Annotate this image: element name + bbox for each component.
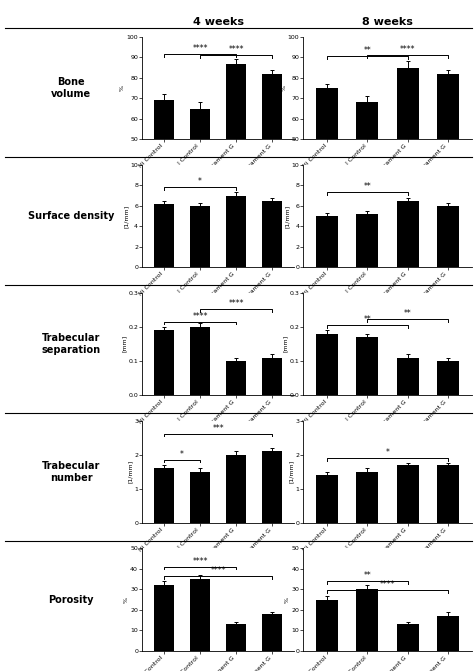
Text: 8 weeks: 8 weeks bbox=[362, 17, 413, 27]
Y-axis label: [1/mm]: [1/mm] bbox=[285, 205, 290, 227]
Bar bbox=[226, 195, 246, 267]
Bar bbox=[356, 472, 378, 523]
Bar bbox=[262, 614, 282, 651]
Bar bbox=[190, 327, 210, 395]
Text: Bone
volume: Bone volume bbox=[51, 77, 91, 99]
Y-axis label: [1/mm]: [1/mm] bbox=[128, 460, 133, 483]
Bar bbox=[190, 206, 210, 267]
Bar bbox=[262, 74, 282, 242]
Text: ****: **** bbox=[210, 566, 226, 575]
Bar bbox=[437, 616, 459, 651]
Text: **: ** bbox=[364, 315, 371, 324]
Text: ****: **** bbox=[380, 580, 395, 589]
Text: ****: **** bbox=[192, 311, 208, 321]
Y-axis label: [mm]: [mm] bbox=[122, 336, 127, 352]
Text: **: ** bbox=[364, 183, 371, 191]
Y-axis label: %: % bbox=[124, 597, 129, 603]
Bar bbox=[316, 600, 338, 651]
Y-axis label: %: % bbox=[285, 597, 290, 603]
Bar bbox=[437, 361, 459, 395]
Bar bbox=[356, 214, 378, 267]
Bar bbox=[154, 101, 174, 242]
Y-axis label: [1/mm]: [1/mm] bbox=[124, 205, 129, 227]
Text: *: * bbox=[198, 177, 202, 187]
Text: Surface density: Surface density bbox=[28, 211, 114, 221]
Bar bbox=[437, 206, 459, 267]
Bar bbox=[356, 103, 378, 242]
Text: *: * bbox=[385, 448, 390, 457]
Text: ****: **** bbox=[228, 299, 244, 308]
Bar bbox=[356, 337, 378, 395]
Text: ****: **** bbox=[228, 46, 244, 54]
Bar bbox=[356, 589, 378, 651]
Y-axis label: [1/mm]: [1/mm] bbox=[289, 460, 294, 483]
Text: ****: **** bbox=[400, 46, 415, 54]
Bar bbox=[316, 216, 338, 267]
Bar bbox=[154, 204, 174, 267]
Text: ****: **** bbox=[192, 44, 208, 53]
Text: **: ** bbox=[364, 46, 371, 55]
Bar bbox=[397, 624, 419, 651]
Bar bbox=[226, 361, 246, 395]
Bar bbox=[226, 64, 246, 242]
Bar bbox=[397, 358, 419, 395]
Text: ***: *** bbox=[212, 423, 224, 433]
Bar bbox=[397, 201, 419, 267]
Bar bbox=[154, 468, 174, 523]
Bar bbox=[190, 109, 210, 242]
Bar bbox=[397, 68, 419, 242]
Y-axis label: %: % bbox=[281, 85, 286, 91]
Y-axis label: [mm]: [mm] bbox=[283, 336, 288, 352]
Bar bbox=[437, 74, 459, 242]
Text: *: * bbox=[180, 450, 184, 459]
Bar bbox=[226, 624, 246, 651]
Bar bbox=[316, 333, 338, 395]
Bar bbox=[316, 88, 338, 242]
Text: 4 weeks: 4 weeks bbox=[192, 17, 244, 27]
Bar bbox=[190, 472, 210, 523]
Bar bbox=[226, 455, 246, 523]
Y-axis label: %: % bbox=[120, 85, 125, 91]
Text: Porosity: Porosity bbox=[48, 595, 94, 605]
Text: Trabecular
number: Trabecular number bbox=[42, 461, 100, 482]
Text: **: ** bbox=[364, 571, 371, 580]
Text: Trabecular
separation: Trabecular separation bbox=[42, 333, 100, 355]
Text: ****: **** bbox=[192, 557, 208, 566]
Bar bbox=[316, 475, 338, 523]
Bar bbox=[262, 201, 282, 267]
Bar bbox=[437, 465, 459, 523]
Bar bbox=[154, 585, 174, 651]
Bar bbox=[262, 452, 282, 523]
Bar bbox=[190, 579, 210, 651]
Bar bbox=[154, 330, 174, 395]
Text: **: ** bbox=[404, 309, 411, 318]
Bar bbox=[262, 358, 282, 395]
Bar bbox=[397, 465, 419, 523]
